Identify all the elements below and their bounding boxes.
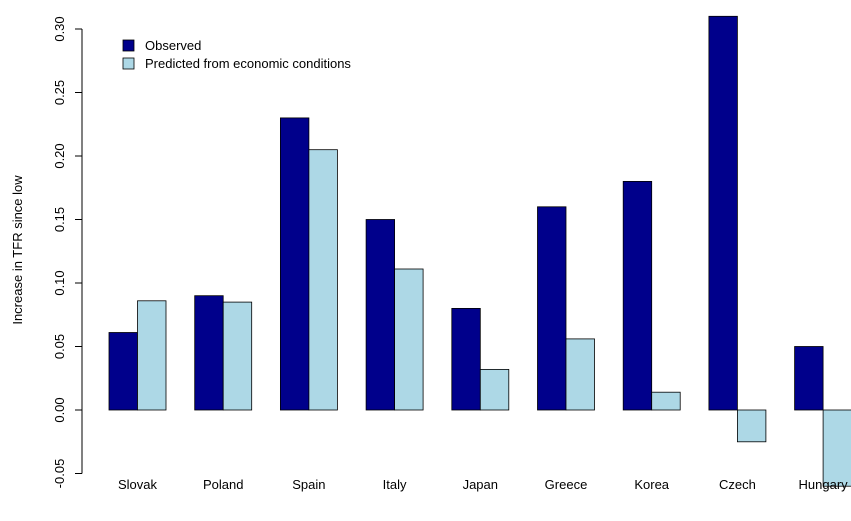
y-tick-label: 0.30	[52, 16, 67, 41]
bar-slovak-observed	[109, 333, 138, 411]
y-tick-label: 0.20	[52, 143, 67, 168]
y-tick-label: 0.00	[52, 397, 67, 422]
y-tick-label: -0.05	[52, 459, 67, 489]
bar-czech-predicted	[737, 410, 766, 442]
y-tick-label: 0.15	[52, 207, 67, 232]
x-category-label: Poland	[203, 477, 243, 492]
y-axis-title: Increase in TFR since low	[10, 175, 25, 325]
bar-spain-observed	[280, 118, 309, 410]
bar-korea-observed	[623, 181, 652, 410]
y-axis-ticks: -0.05 0.00 0.05 0.10 0.15 0.20 0.25 0.30	[52, 16, 82, 488]
x-category-label: Japan	[463, 477, 498, 492]
x-category-label: Spain	[292, 477, 325, 492]
bar-slovak-predicted	[138, 301, 167, 410]
bar-greece-observed	[538, 207, 567, 410]
bar-japan-predicted	[480, 369, 509, 410]
bar-czech-observed	[709, 16, 738, 410]
bar-italy-predicted	[395, 269, 424, 410]
bar-greece-predicted	[566, 339, 595, 410]
legend-label-observed: Observed	[145, 38, 201, 53]
x-category-label: Korea	[634, 477, 669, 492]
bar-japan-observed	[452, 308, 481, 410]
y-tick-label: 0.25	[52, 80, 67, 105]
x-category-label: Slovak	[118, 477, 158, 492]
x-category-label: Greece	[545, 477, 588, 492]
legend-swatch-observed	[123, 40, 134, 51]
legend: Observed Predicted from economic conditio…	[123, 38, 351, 71]
bar-spain-predicted	[309, 150, 338, 410]
bar-poland-observed	[195, 296, 224, 410]
x-category-label: Italy	[383, 477, 407, 492]
bar-korea-predicted	[652, 392, 681, 410]
x-axis-category-labels: Slovak Poland Spain Italy Japan Greece Korea Cz…	[118, 477, 848, 492]
legend-label-predicted: Predicted from economic conditions	[145, 56, 351, 71]
bars-group	[109, 16, 851, 486]
bar-hungary-observed	[795, 347, 824, 411]
y-tick-label: 0.05	[52, 334, 67, 359]
bar-poland-predicted	[223, 302, 252, 410]
x-category-label: Hungary	[799, 477, 849, 492]
x-category-label: Czech	[719, 477, 756, 492]
y-tick-label: 0.10	[52, 270, 67, 295]
bar-italy-observed	[366, 220, 395, 411]
legend-swatch-predicted	[123, 58, 134, 69]
bar-hungary-predicted	[823, 410, 851, 486]
